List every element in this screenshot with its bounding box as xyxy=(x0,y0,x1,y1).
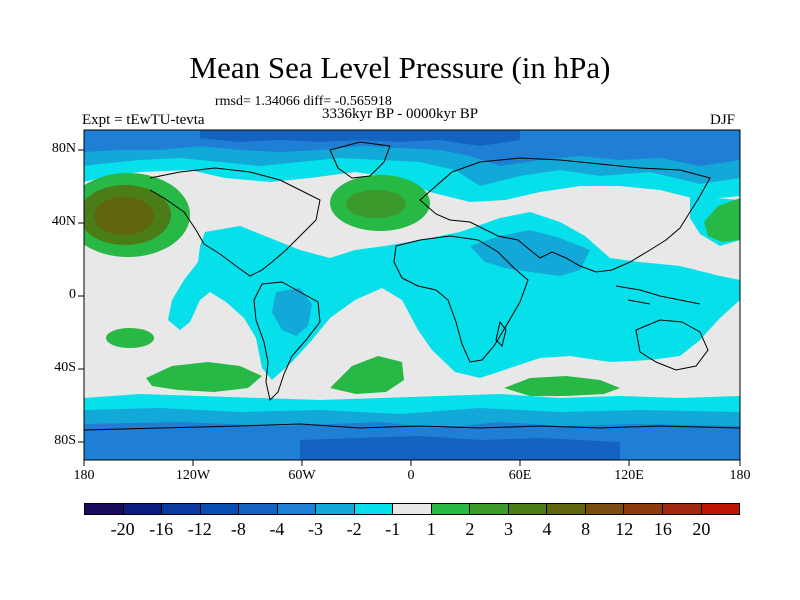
colorbar-cell xyxy=(547,504,586,514)
map-frame xyxy=(83,129,741,461)
lon-label-120e: 120E xyxy=(614,468,644,483)
coastline-north-america xyxy=(149,167,321,277)
colorbar-cell xyxy=(277,504,317,514)
colorbar-label: -20 xyxy=(110,519,135,539)
period-label: 3336kyr BP - 0000kyr BP xyxy=(322,106,479,122)
colorbar-cell xyxy=(200,504,240,514)
colorbar-label: 20 xyxy=(692,519,711,539)
colorbar-label: 1 xyxy=(426,519,436,539)
colorbar-label: 8 xyxy=(581,519,591,539)
south-america-negative xyxy=(272,288,312,336)
colorbar-label: -12 xyxy=(187,519,212,539)
north-atlantic-high-core xyxy=(346,190,406,218)
colorbar-label: -3 xyxy=(308,519,324,539)
colorbar-cell xyxy=(508,504,548,514)
colorbar-cell xyxy=(316,504,355,514)
lat-label-40s: 40S xyxy=(54,360,76,375)
colorbar-cell xyxy=(585,504,625,514)
lat-label-80n: 80N xyxy=(51,141,76,156)
colorbar-cell xyxy=(470,504,509,514)
colorbar-cell xyxy=(624,504,663,514)
lon-label-0: 0 xyxy=(407,468,415,483)
colorbar-cell xyxy=(162,504,201,514)
lat-label-80s: 80S xyxy=(54,433,76,448)
season-label: DJF xyxy=(710,112,736,128)
coastline-south-america xyxy=(253,281,321,401)
lon-label-60w: 60W xyxy=(288,468,316,483)
coastline-maritime-continent xyxy=(615,285,701,305)
colorbar-label: -4 xyxy=(269,519,285,539)
south-indian-high xyxy=(504,376,620,396)
colorbar-cell xyxy=(239,504,278,514)
lon-label-180e: 180 xyxy=(729,468,751,483)
colorbar-cell xyxy=(662,504,702,514)
colorbar-cell xyxy=(701,504,740,514)
coastline-greenland xyxy=(329,141,391,179)
lat-label-40n: 40N xyxy=(51,214,76,229)
colorbar-label: -1 xyxy=(385,519,401,539)
south-atlantic-high xyxy=(330,356,404,394)
colorbar-cell xyxy=(123,504,163,514)
colorbar xyxy=(84,503,740,515)
colorbar-cell xyxy=(354,504,394,514)
lon-label-120w: 120W xyxy=(175,468,211,483)
stats-line: rmsd= 1.34066 diff= -0.565918 xyxy=(215,94,392,109)
colorbar-cell xyxy=(431,504,471,514)
arctic-core-negative xyxy=(200,130,520,146)
axis-ticks xyxy=(78,149,741,466)
colorbar-label: 12 xyxy=(615,519,634,539)
east-pacific-south-high xyxy=(106,328,154,348)
colorbar-label: 2 xyxy=(465,519,475,539)
colorbar-label: 4 xyxy=(542,519,552,539)
colorbar-label: -2 xyxy=(346,519,362,539)
lon-label-180w: 180 xyxy=(73,468,95,483)
colorbar-label: 16 xyxy=(653,519,672,539)
northwest-pacific-high xyxy=(704,198,740,242)
experiment-label: Expt = tEwTU-tevta xyxy=(82,112,205,128)
coastline-madagascar xyxy=(495,320,507,347)
coastlines xyxy=(84,141,740,431)
north-pacific-high-core xyxy=(94,197,154,235)
colorbar-label: -16 xyxy=(149,519,174,539)
south-pacific-high xyxy=(146,362,262,392)
coastline-australia xyxy=(635,319,709,371)
antarctic-core-negative xyxy=(300,436,620,460)
coastline-antarctica xyxy=(84,423,740,431)
lat-label-0: 0 xyxy=(69,287,76,302)
atlantic-africa-negative xyxy=(168,212,740,380)
coastline-eurasia xyxy=(419,157,711,273)
plot-title: Mean Sea Level Pressure (in hPa) xyxy=(189,50,611,85)
lon-label-60e: 60E xyxy=(508,468,532,483)
colorbar-label: 3 xyxy=(503,519,513,539)
colorbar-cell xyxy=(393,504,432,514)
pressure-field xyxy=(84,130,740,460)
colorbar-cell xyxy=(85,504,124,514)
central-africa-negative xyxy=(470,230,590,276)
colorbar-label: -8 xyxy=(230,519,246,539)
coastline-africa xyxy=(393,235,529,363)
